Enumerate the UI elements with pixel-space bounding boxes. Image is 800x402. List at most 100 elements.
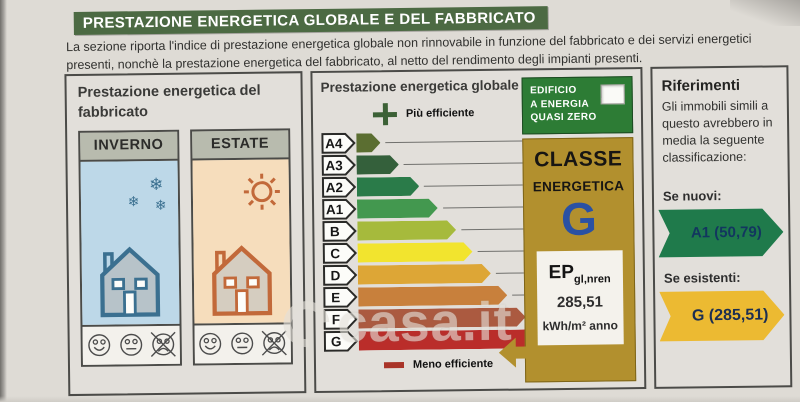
class-line [512, 294, 525, 296]
energy-class-row-a1: A1 [322, 197, 524, 220]
snowflake-icon: ❄ [148, 174, 164, 194]
references-panel: Riferimenti Gli immobili simili a questo… [650, 65, 793, 389]
winter-body: ❄ ❄ ❄ [80, 160, 179, 325]
photo-edge-bottom [0, 396, 800, 402]
references-description: Gli immobili simili a questo avrebbero i… [661, 98, 773, 165]
nzeb-box: EDIFICIO A ENERGIA QUASI ZERO [521, 76, 634, 135]
ep-acronym: EP [548, 261, 575, 283]
if-new-label: Se nuovi: [662, 187, 722, 204]
class-label: F [323, 308, 358, 330]
energy-class-row-a3: A3 [321, 153, 523, 176]
ep-label: EPgl,nren [538, 261, 620, 286]
neutral-face-icon [231, 332, 254, 355]
energy-class-row-a2: A2 [321, 175, 524, 198]
if-existing-value: G (285,51) [691, 306, 769, 324]
sad-crossed-face-icon [261, 330, 288, 356]
section-title: PRESTAZIONE ENERGETICA GLOBALE E DEL FAB… [82, 9, 536, 32]
energy-class-row-g: G [323, 329, 558, 352]
energy-class-rows: A4 A3 A2 A1 B C D E F G [321, 131, 558, 352]
energy-class-letter: G [560, 192, 598, 246]
svg-text:F: F [332, 312, 340, 327]
class-label: A4 [321, 132, 356, 154]
summer-faces [193, 321, 291, 364]
nzeb-checkbox [600, 84, 625, 105]
winter-faces [82, 323, 180, 365]
plus-icon [373, 103, 397, 125]
energy-class-row-c: C [322, 241, 525, 264]
panels-row: Prestazione energetica del fabbricato IN… [64, 65, 793, 397]
svg-text:E: E [331, 290, 340, 305]
global-performance-panel: Prestazione energetica globale Più effic… [310, 67, 647, 394]
svg-text:A1: A1 [326, 202, 344, 217]
summer-column: ESTATE [189, 127, 293, 366]
snowflake-icon: ❄ [127, 192, 140, 209]
energy-class-row-a4: A4 [321, 131, 523, 154]
season-columns: INVERNO ❄ ❄ ❄ [78, 127, 293, 367]
class-label: G [323, 330, 359, 352]
class-label: C [322, 242, 358, 264]
class-line [461, 228, 524, 231]
class-arrow [358, 307, 525, 328]
happy-face-icon [199, 332, 222, 355]
nzeb-line3: QUASI ZERO [530, 111, 597, 124]
class-label: A3 [321, 154, 356, 176]
references-title: Riferimenti [661, 76, 741, 95]
ep-value-box: EPgl,nren 285,51 kWh/m² anno [536, 249, 624, 346]
more-efficient-label: Più efficiente [405, 107, 475, 120]
class-arrow [358, 242, 473, 262]
winter-column: INVERNO ❄ ❄ ❄ [78, 129, 182, 367]
class-result-column: EDIFICIO A ENERGIA QUASI ZERO CLASSE ENE… [499, 76, 637, 383]
class-label: E [323, 286, 358, 308]
class-arrow [358, 286, 507, 307]
class-line [495, 272, 525, 274]
less-efficient-label: Meno efficiente [412, 357, 494, 371]
if-new-value: A1 (50,79) [690, 223, 762, 242]
svg-text:A3: A3 [325, 158, 343, 173]
class-arrow [357, 177, 420, 197]
summer-body [191, 158, 291, 324]
ep-subscript: gl,nren [573, 272, 611, 286]
svg-text:C: C [330, 246, 340, 261]
red-dash-icon [383, 361, 405, 369]
class-arrow [357, 220, 456, 240]
neutral-face-icon [119, 333, 142, 356]
energy-class-box: CLASSE ENERGETICA G EPgl,nren 285,51 kWh… [499, 137, 637, 383]
sad-crossed-face-icon [150, 331, 176, 358]
energy-scale-column: Prestazione energetica globale Più effic… [320, 77, 558, 385]
class-line [403, 162, 523, 165]
energy-class-row-d: D [322, 263, 525, 286]
winter-house-icon [100, 246, 161, 317]
class-line [424, 184, 524, 187]
energy-class-row-b: B [322, 219, 524, 242]
summer-header: ESTATE [191, 129, 289, 161]
ep-unit: kWh/m² anno [542, 318, 618, 334]
ep-value: 285,51 [556, 293, 603, 312]
snowflake-icon: ❄ [154, 196, 167, 213]
svg-text:G: G [331, 334, 342, 349]
class-arrow [356, 133, 380, 152]
happy-face-icon [87, 334, 110, 357]
class-pointer-arrow-icon [499, 337, 528, 368]
if-existing-label: Se esistenti: [663, 269, 741, 286]
if-new-arrow: A1 (50,79) [658, 208, 784, 258]
class-arrow [358, 264, 491, 285]
class-label: D [322, 264, 358, 286]
svg-text:B: B [330, 224, 340, 239]
global-panel-title: Prestazione energetica globale [320, 77, 519, 95]
energy-class-row-f: F [323, 307, 531, 330]
svg-text:A4: A4 [325, 136, 343, 151]
building-performance-panel: Prestazione energetica del fabbricato IN… [64, 71, 307, 397]
class-label: B [322, 220, 357, 242]
more-efficient-row: Più efficiente [373, 101, 523, 125]
photo-edge-corner [730, 0, 800, 26]
energy-class-row-e: E [323, 285, 525, 308]
class-label: A1 [322, 198, 357, 220]
winter-header: INVERNO [80, 131, 177, 162]
class-arrow [356, 155, 399, 175]
if-existing-arrow: G (285,51) [659, 290, 785, 342]
class-box-title1: CLASSE [533, 147, 623, 172]
summer-house-icon [211, 244, 272, 316]
sun-icon [237, 169, 284, 219]
svg-text:A2: A2 [326, 180, 343, 195]
class-line [442, 206, 524, 209]
